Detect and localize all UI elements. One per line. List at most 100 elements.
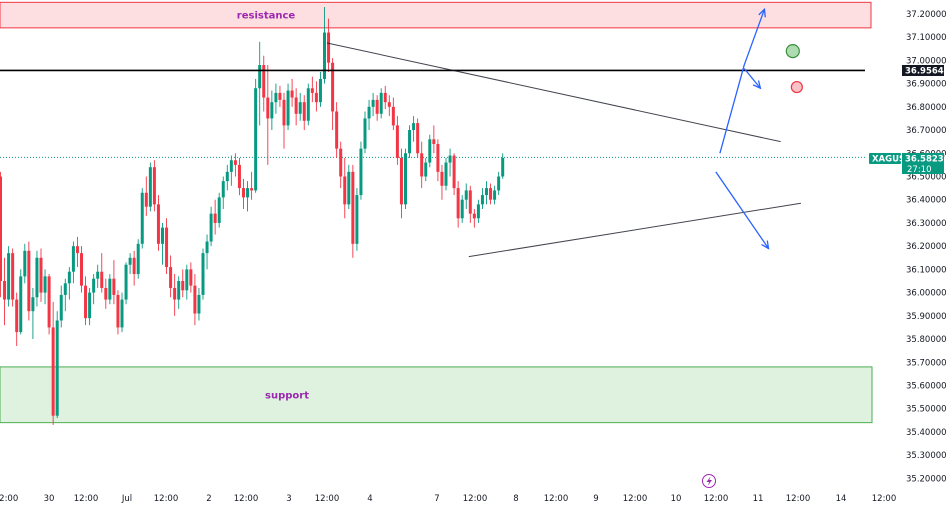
- x-tick-label: 12:00: [154, 494, 179, 504]
- x-tick-label: 14: [836, 494, 847, 504]
- resistance-zone: [0, 1, 872, 29]
- candle-body: [497, 176, 501, 191]
- arrow-path: [743, 68, 761, 89]
- candle-body: [367, 106, 371, 119]
- x-tick-label: 7: [434, 494, 439, 504]
- candle-body: [476, 204, 480, 219]
- symbol-price-tag: XAGUSD 36.58235 27:10: [869, 153, 950, 175]
- candle-body: [246, 188, 250, 198]
- candle-body: [375, 99, 379, 114]
- y-tick-label: 36.90000: [906, 80, 947, 90]
- y-tick-label: 35.50000: [906, 405, 947, 415]
- candle-body: [67, 271, 71, 284]
- candle-body: [100, 271, 104, 288]
- plot-area[interactable]: resistance support: [0, 1, 873, 488]
- y-tick-label: 37.10000: [906, 33, 947, 43]
- y-axis[interactable]: 37.20000 37.10000 37.00000 36.90000 36.80000…: [906, 10, 947, 484]
- candle-body: [420, 153, 424, 177]
- candle-body: [75, 246, 79, 254]
- candle-body: [250, 188, 254, 191]
- x-tick-label: 12:00: [704, 494, 729, 504]
- projection-arrows[interactable]: [715, 7, 770, 250]
- lightning-icon[interactable]: [702, 474, 716, 488]
- y-tick-label: 37.20000: [906, 10, 947, 20]
- stop-marker[interactable]: [790, 80, 803, 94]
- x-tick-label: 8: [513, 494, 518, 504]
- x-tick-label: 10: [671, 494, 682, 504]
- candle-body: [80, 253, 83, 286]
- candle-body: [456, 188, 460, 219]
- y-tick-label: 35.40000: [906, 428, 947, 438]
- x-tick-label: 3: [286, 494, 291, 504]
- candle-body: [254, 88, 258, 191]
- candle-body: [88, 292, 92, 319]
- y-tick-label: 36.80000: [906, 103, 947, 113]
- candle-body: [140, 192, 144, 244]
- candle-body: [310, 88, 314, 93]
- candle-body: [387, 102, 391, 107]
- candle-body: [412, 123, 416, 131]
- candle-body: [189, 269, 193, 286]
- candle-body: [242, 188, 245, 198]
- candle-body: [59, 294, 63, 321]
- target-marker[interactable]: [785, 43, 800, 59]
- candle-body: [327, 32, 331, 63]
- y-tick-label: 36.70000: [906, 126, 947, 136]
- candle-body: [201, 253, 205, 295]
- candle-body: [424, 162, 428, 177]
- x-axis[interactable]: 12:00 30 12:00 Jul 12:00 2 12:00 3 12:00 4 7 12:00 8…: [0, 494, 896, 504]
- candle-body: [225, 171, 229, 182]
- horizontal-level-price-tag: 36.95648: [902, 64, 950, 76]
- candle-body: [258, 65, 262, 89]
- candle-body: [193, 285, 197, 314]
- y-tick-label: 35.90000: [906, 312, 947, 322]
- x-tick-label: 12:00: [74, 494, 99, 504]
- lower-trendline[interactable]: [468, 202, 801, 258]
- candle-body: [169, 267, 173, 288]
- upper-trendline[interactable]: [326, 42, 781, 143]
- candle-body: [432, 139, 436, 144]
- candle-body: [15, 299, 19, 333]
- x-tick-label: 12:00: [0, 494, 18, 504]
- candle-body: [399, 157, 403, 205]
- candle-body: [47, 276, 51, 328]
- candle-body: [468, 190, 472, 214]
- candle-body: [31, 297, 35, 312]
- x-tick-label: 12:00: [544, 494, 569, 504]
- candle-body: [335, 111, 339, 149]
- candle-body: [343, 176, 347, 205]
- y-tick-label: 35.60000: [906, 381, 947, 391]
- candle-body: [144, 192, 148, 207]
- candle-body: [165, 227, 169, 268]
- candle-body: [128, 257, 132, 265]
- candle-body: [493, 190, 497, 200]
- y-tick-label: 36.30000: [906, 219, 947, 229]
- y-tick-label: 35.20000: [906, 474, 947, 484]
- candle-body: [286, 90, 290, 126]
- candle-body: [229, 160, 233, 172]
- candle-body: [39, 257, 43, 293]
- candle-body: [290, 90, 294, 98]
- candle-body: [185, 269, 189, 291]
- candle-body: [351, 171, 355, 244]
- candle-body: [270, 102, 274, 119]
- candle-body: [274, 92, 278, 103]
- candle-body: [205, 241, 209, 254]
- candle-body: [23, 250, 27, 277]
- candle-body: [391, 106, 395, 126]
- horizontal-level-price: 36.95648: [905, 66, 950, 76]
- candle-body: [3, 280, 7, 300]
- candle-body: [306, 88, 310, 121]
- candle-body: [266, 97, 270, 119]
- candle-body: [181, 280, 185, 291]
- x-tick-label: 12:00: [315, 494, 340, 504]
- candle-body: [440, 171, 444, 186]
- candle-body: [177, 280, 181, 300]
- candle-body: [314, 92, 318, 103]
- candle-body: [460, 199, 464, 219]
- candle-body: [262, 65, 266, 98]
- candle-body: [55, 320, 59, 416]
- candle-body: [27, 250, 31, 312]
- candle-body: [233, 160, 237, 165]
